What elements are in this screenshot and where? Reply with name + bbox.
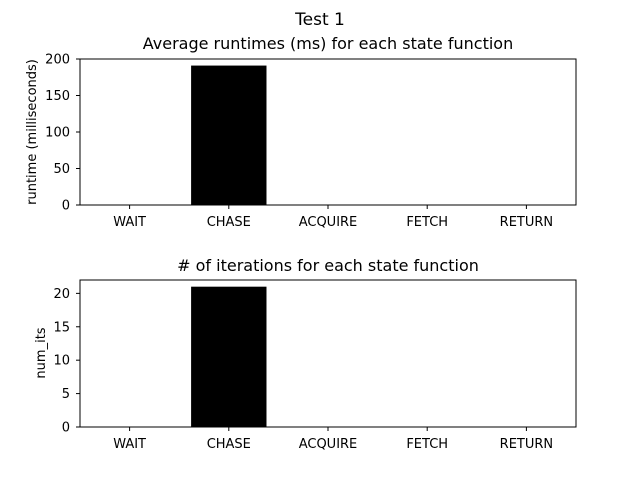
runtime-chart-bar-chase [191,65,267,205]
iterations-chart-xticks: WAIT CHASE ACQUIRE FETCH RETURN [113,427,553,452]
runtime-chart-xticks: WAIT CHASE ACQUIRE FETCH RETURN [113,205,553,230]
iterations-chart-xtick-label: ACQUIRE [299,437,358,452]
runtime-chart-title: Average runtimes (ms) for each state fun… [143,34,513,53]
runtime-chart-xtick-label: ACQUIRE [299,215,358,230]
iterations-chart-bars [191,286,267,427]
iterations-chart-ytick-label: 5 [62,387,70,402]
runtime-chart-xtick-label: RETURN [500,215,553,230]
runtime-chart-xtick-label: CHASE [207,215,251,230]
runtime-chart-yticks: 0 50 100 150 200 [45,53,80,214]
iterations-chart-ytick-label: 0 [62,421,70,436]
iterations-chart-xtick-label: RETURN [500,437,553,452]
iterations-chart-ytick-label: 10 [53,354,70,369]
runtime-chart-ytick-label: 0 [62,199,70,214]
iterations-chart-ytick-label: 20 [53,287,70,302]
runtime-chart-xtick-label: WAIT [113,215,146,230]
iterations-chart-xtick-label: FETCH [406,437,448,452]
runtime-chart-ytick-label: 100 [45,126,70,141]
runtime-chart-ytick-label: 150 [45,89,70,104]
runtime-chart-ylabel: runtime (milliseconds) [25,59,40,205]
runtime-chart: Average runtimes (ms) for each state fun… [25,34,577,230]
iterations-chart: # of iterations for each state function … [34,256,577,452]
iterations-chart-xtick-label: CHASE [207,437,251,452]
runtime-chart-ytick-label: 200 [45,53,70,68]
iterations-chart-xtick-label: WAIT [113,437,146,452]
runtime-chart-bars [191,65,267,205]
runtime-chart-xtick-label: FETCH [406,215,448,230]
iterations-chart-bar-chase [191,286,267,427]
iterations-chart-ytick-label: 15 [53,320,70,335]
iterations-chart-title: # of iterations for each state function [177,256,479,275]
iterations-chart-ylabel: num_its [34,327,49,378]
runtime-chart-ytick-label: 50 [53,162,70,177]
figure-suptitle: Test 1 [294,10,345,30]
iterations-chart-yticks: 0 5 10 15 20 [53,287,80,436]
